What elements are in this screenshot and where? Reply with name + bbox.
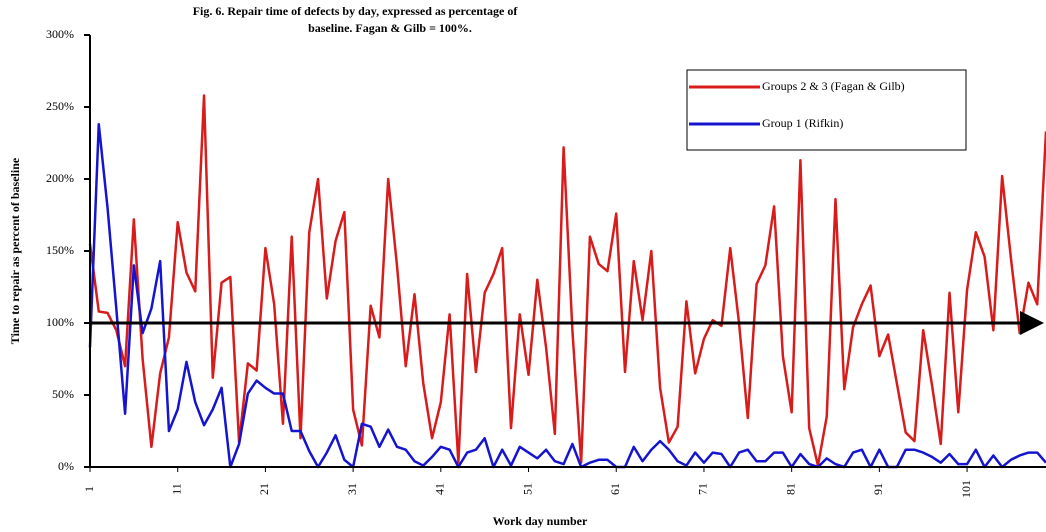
x-tick-label: 51 xyxy=(520,483,534,495)
series-line xyxy=(88,94,1046,467)
x-tick-label: 11 xyxy=(169,483,183,495)
legend-label: Groups 2 & 3 (Fagan & Gilb) xyxy=(762,79,905,93)
chart-title: Fig. 6. Repair time of defects by day, e… xyxy=(193,4,519,18)
series-line xyxy=(88,123,1046,469)
y-axis-label: Time to repair as percent of baseline xyxy=(8,157,22,344)
x-tick-label: 91 xyxy=(871,483,885,495)
y-tick-label: 100% xyxy=(46,315,74,329)
legend-box xyxy=(686,69,967,151)
y-tick-label: 50% xyxy=(52,387,74,401)
x-tick-label: 71 xyxy=(696,483,710,495)
chart-title: baseline. Fagan & Gilb = 100%. xyxy=(308,21,472,35)
y-tick-label: 150% xyxy=(46,243,74,257)
x-tick-label: 61 xyxy=(608,483,622,495)
x-tick-label: 1 xyxy=(82,486,96,492)
x-tick-label: 31 xyxy=(345,483,359,495)
y-tick-label: 200% xyxy=(46,171,74,185)
y-tick-label: 0% xyxy=(58,459,74,473)
y-tick-label: 300% xyxy=(46,27,74,41)
y-tick-label: 250% xyxy=(46,99,74,113)
legend-label: Group 1 (Rifkin) xyxy=(762,116,843,130)
x-axis-label: Work day number xyxy=(493,514,588,528)
x-tick-label: 41 xyxy=(433,483,447,495)
x-tick-label: 101 xyxy=(959,480,973,498)
x-tick-label: 21 xyxy=(257,483,271,495)
x-tick-label: 81 xyxy=(783,483,797,495)
